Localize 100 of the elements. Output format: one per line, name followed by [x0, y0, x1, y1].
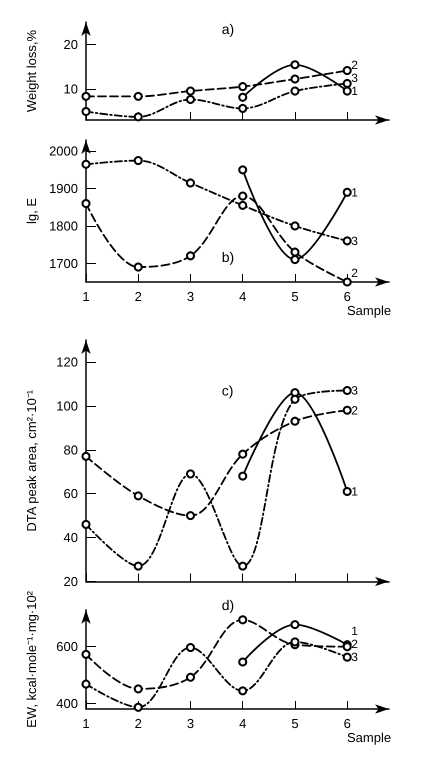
y-tick-label: 1800: [49, 218, 78, 234]
x-tick-label: 3: [186, 289, 194, 304]
point: [134, 491, 143, 500]
point: [82, 92, 90, 101]
point: [290, 416, 300, 426]
y-axis-title: DTA peak area, cm²·10⁻¹: [24, 389, 39, 532]
point: [342, 406, 352, 415]
point: [290, 620, 300, 630]
series-label: 2: [351, 403, 358, 418]
point: [134, 562, 143, 571]
point: [82, 160, 90, 169]
point: [186, 251, 195, 260]
y-axis-title: EW, kcal·mole⁻¹·mg·10²: [24, 590, 39, 728]
point: [290, 248, 300, 257]
y-tick-label: 600: [56, 639, 78, 654]
x-axis-title: Sample: [347, 730, 392, 745]
point: [186, 511, 195, 520]
point: [238, 472, 248, 481]
y-tick-label: 2000: [49, 144, 78, 159]
y-tick-label: 20: [64, 36, 78, 52]
point: [186, 643, 195, 652]
point: [134, 156, 143, 166]
point: [342, 66, 352, 76]
point: [134, 112, 143, 122]
point: [342, 278, 352, 286]
point: [290, 637, 300, 646]
series-label: 1: [351, 624, 358, 638]
point: [290, 60, 300, 70]
series-label: 2: [351, 266, 358, 280]
annotation: b): [222, 249, 234, 265]
x-tick-label: 4: [239, 716, 246, 731]
point: [238, 450, 248, 459]
x-tick-label: 5: [291, 716, 299, 731]
point: [186, 672, 195, 682]
point: [238, 192, 248, 201]
x-tick-label: 3: [186, 716, 194, 731]
series-label: 2: [351, 637, 358, 652]
y-tick-label: 60: [64, 486, 78, 502]
point: [342, 86, 352, 96]
annotation: d): [222, 596, 234, 613]
series-label: 3: [351, 650, 358, 664]
point: [238, 165, 248, 174]
series-label: 3: [351, 71, 358, 86]
point: [238, 615, 248, 624]
series-label: 2: [351, 58, 358, 72]
point: [342, 386, 352, 395]
point: [238, 562, 248, 571]
y-tick-label: 400: [56, 696, 78, 711]
point: [342, 652, 352, 662]
y-axis-title: Weight loss,%: [24, 30, 39, 112]
point: [290, 74, 300, 84]
point: [134, 684, 143, 694]
point: [186, 178, 195, 188]
point: [82, 107, 90, 116]
point: [238, 92, 248, 102]
point: [238, 686, 248, 696]
x-tick-label: 1: [82, 289, 90, 304]
series-label: 1: [351, 484, 358, 498]
y-tick-label: 10: [64, 81, 78, 96]
series-label: 1: [351, 84, 358, 98]
point: [342, 236, 352, 246]
x-tick-label: 1: [82, 716, 90, 731]
point: [134, 92, 143, 101]
y-tick-label: 20: [64, 574, 78, 589]
point: [82, 680, 90, 689]
point: [186, 95, 195, 104]
y-tick-label: 40: [64, 530, 78, 546]
x-tick-label: 6: [344, 289, 351, 304]
point: [290, 255, 300, 264]
point: [238, 82, 248, 92]
x-tick-label: 2: [134, 716, 142, 731]
point: [134, 262, 143, 272]
point: [290, 86, 300, 96]
annotation: c): [222, 382, 234, 399]
y-tick-label: 100: [56, 398, 78, 414]
point: [238, 200, 248, 210]
point: [186, 469, 195, 478]
point: [186, 86, 195, 96]
x-axis-title: Sample: [347, 303, 392, 318]
series-label: 3: [351, 234, 358, 248]
annotation: a): [222, 21, 234, 38]
y-tick-label: 120: [56, 354, 78, 370]
series-label: 3: [351, 383, 358, 398]
y-tick-label: 80: [64, 442, 78, 458]
series-label: 1: [351, 185, 358, 200]
y-tick-label: 1900: [49, 181, 78, 196]
point: [134, 702, 143, 712]
point: [82, 199, 90, 208]
point: [290, 221, 300, 230]
y-axis-title: lg, E: [24, 198, 39, 224]
point: [82, 452, 90, 461]
x-tick-label: 5: [291, 289, 299, 304]
y-tick-label: 1700: [49, 256, 78, 271]
point: [342, 78, 352, 88]
x-tick-label: 4: [239, 289, 246, 304]
point: [238, 104, 248, 113]
point: [342, 188, 352, 197]
point: [82, 650, 90, 659]
point: [238, 658, 248, 666]
x-tick-label: 2: [134, 289, 142, 304]
